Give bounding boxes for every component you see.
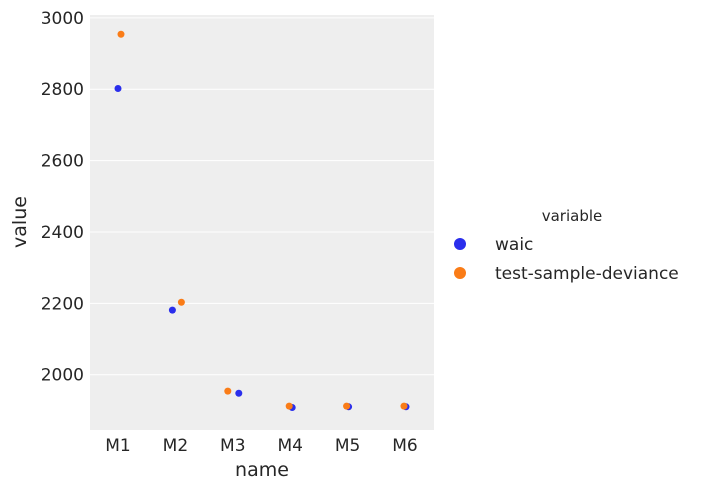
x-tick-label: M6 bbox=[392, 436, 417, 456]
x-tick-labels: M1 M2 M3 M4 M5 M6 bbox=[105, 436, 417, 456]
data-point-waic-M2 bbox=[168, 306, 176, 314]
y-axis-label: value bbox=[9, 196, 31, 248]
data-point-waic-M3 bbox=[235, 389, 243, 397]
x-tick-label: M3 bbox=[220, 436, 245, 456]
legend-label-waic: waic bbox=[495, 235, 533, 255]
y-tick-label: 3000 bbox=[41, 9, 84, 29]
legend-marker-test-sample-deviance bbox=[454, 267, 466, 279]
legend-title: variable bbox=[542, 207, 603, 225]
data-point-test-sample-deviance-M1 bbox=[117, 30, 125, 38]
y-tick-labels: 2000 2200 2400 2600 2800 3000 bbox=[41, 9, 84, 386]
x-tick-label: M2 bbox=[163, 436, 188, 456]
y-tick-label: 2000 bbox=[41, 366, 84, 386]
x-tick-label: M1 bbox=[105, 436, 130, 456]
legend-marker-waic bbox=[454, 238, 466, 250]
data-point-test-sample-deviance-M3 bbox=[224, 387, 232, 395]
y-tick-label: 2400 bbox=[41, 223, 84, 243]
y-tick-label: 2200 bbox=[41, 294, 84, 314]
data-points bbox=[114, 30, 410, 412]
y-tick-label: 2800 bbox=[41, 80, 84, 100]
legend-label-test-sample-deviance: test-sample-deviance bbox=[495, 264, 679, 284]
data-point-test-sample-deviance-M6 bbox=[400, 402, 408, 410]
plot-area bbox=[90, 15, 434, 430]
data-point-test-sample-deviance-M5 bbox=[343, 402, 351, 410]
data-point-test-sample-deviance-M4 bbox=[285, 402, 293, 410]
legend: variable waic test-sample-deviance bbox=[454, 207, 679, 284]
data-point-test-sample-deviance-M2 bbox=[177, 298, 185, 306]
y-tick-label: 2600 bbox=[41, 152, 84, 172]
x-tick-label: M5 bbox=[335, 436, 360, 456]
data-point-waic-M1 bbox=[114, 85, 122, 93]
grid-lines bbox=[90, 17, 434, 376]
x-tick-label: M4 bbox=[277, 436, 302, 456]
x-axis-label: name bbox=[235, 459, 289, 481]
